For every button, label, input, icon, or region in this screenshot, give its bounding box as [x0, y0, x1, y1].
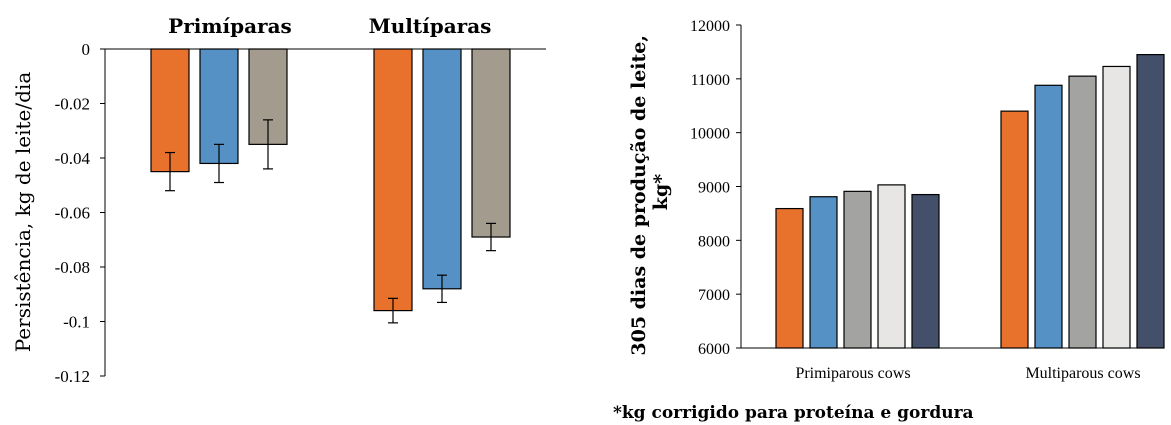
left-y-tick-label: -0.08: [55, 258, 90, 277]
right-category-label-0: Primiparous cows: [795, 365, 910, 382]
left-y-tick-label: -0.02: [55, 95, 90, 114]
left-category-label-1: Multíparas: [369, 14, 492, 38]
right-bars: [775, 54, 1165, 349]
left-y-axis-label: Persistência, kg de leite/dia: [11, 72, 35, 353]
left-y-tick-label: 0: [82, 40, 91, 59]
left-y-tick-label: -0.06: [55, 204, 90, 223]
left-y-tick-label: -0.1: [63, 313, 90, 332]
left-y-tick-label: -0.04: [55, 149, 91, 168]
left-persistence-chart: 0 -0.02 -0.04 -0.06 -0.08 -0.1 -0.12 Primípara…: [11, 14, 546, 386]
left-category-label-0: Primíparas: [168, 14, 292, 38]
right-y-tick-label: 8000: [698, 233, 730, 250]
left-y-tick-label: -0.12: [55, 367, 90, 386]
right-y-tick-label: 6000: [698, 341, 730, 358]
right-y-axis-label: 305 dias de produção de leite, kg*: [628, 28, 672, 355]
left-bars: [150, 48, 511, 324]
left-bar: [150, 48, 190, 173]
right-bar: [877, 184, 906, 349]
right-bar: [1000, 110, 1029, 349]
right-bar: [843, 190, 872, 349]
right-y-tick-label: 10000: [690, 126, 730, 143]
right-bar: [809, 196, 838, 349]
right-y-axis-label-line-1: 305 dias de produção de leite,: [628, 35, 650, 356]
right-bar: [1102, 65, 1131, 349]
right-y-tick-label: 7000: [698, 287, 730, 304]
right-y-axis-label-line-2: kg*: [650, 174, 672, 210]
right-production-chart: 6000 7000 8000 9000 10000 11000 12000 Primipar…: [613, 18, 1165, 423]
right-y-tick-label: 9000: [698, 180, 730, 197]
left-bar: [373, 48, 413, 312]
left-bar: [422, 48, 462, 290]
right-bar: [1136, 54, 1165, 349]
left-y-ticks: 0 -0.02 -0.04 -0.06 -0.08 -0.1 -0.12: [55, 40, 105, 386]
right-y-tick-label: 12000: [690, 18, 730, 35]
right-bar: [775, 207, 804, 349]
right-y-tick-label: 11000: [691, 72, 730, 89]
right-bar: [911, 193, 940, 349]
right-bar: [1068, 75, 1097, 349]
footnote: *kg corrigido para proteína e gordura: [613, 403, 974, 423]
left-bar: [471, 48, 511, 238]
right-category-label-1: Multiparous cows: [1025, 365, 1140, 382]
right-y-ticks: 6000 7000 8000 9000 10000 11000 12000: [690, 18, 741, 358]
right-bar: [1034, 84, 1063, 349]
